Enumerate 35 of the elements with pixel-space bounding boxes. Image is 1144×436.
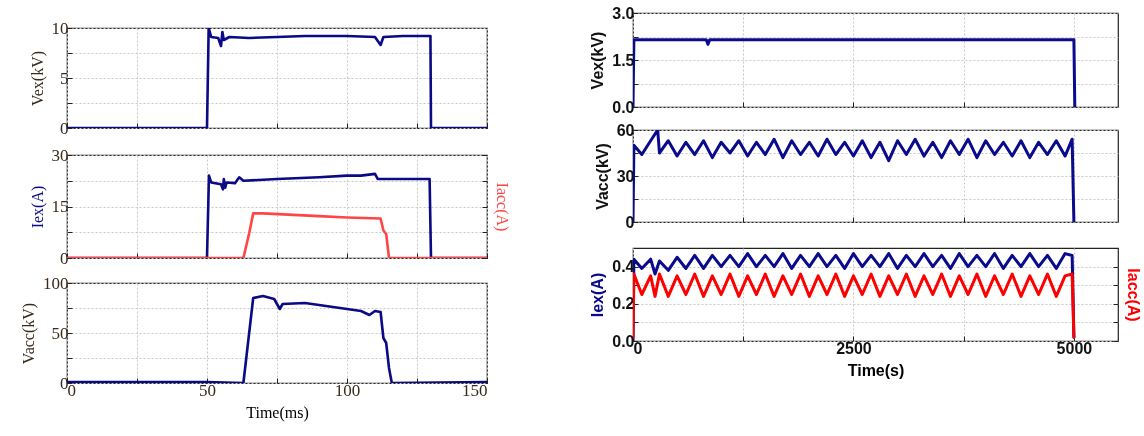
x-tick-label: 150 <box>462 380 488 400</box>
y-tick-label: 0.4 <box>612 258 635 276</box>
y-tick-label: 0 <box>60 118 69 138</box>
y-tick-label: 5 <box>60 68 69 88</box>
y-tick-label: 30 <box>616 167 635 185</box>
y-tick-label: 60 <box>616 121 635 139</box>
line-series <box>67 28 487 128</box>
y-tick-label: 0 <box>60 248 69 268</box>
y-axis-title: Vex(kV) <box>589 31 607 90</box>
y-tick-label: 30 <box>51 145 69 165</box>
y-axis-title: Iex(A) <box>589 272 607 318</box>
y-axis-title: Vex(kV) <box>28 50 47 107</box>
y-tick-label: 0 <box>625 213 635 231</box>
x-tick-label: 50 <box>199 380 216 400</box>
y-tick-label: 1.5 <box>612 51 635 69</box>
y-tick-label: 100 <box>43 273 69 293</box>
y-axis-title: Vacc(kV) <box>593 143 611 210</box>
y-tick-label: 50 <box>51 323 69 343</box>
y2-axis-title: Iacc(A) <box>1125 268 1142 322</box>
y-axis-title: Vacc(kV) <box>20 302 38 365</box>
x-axis-title: Time(ms) <box>246 403 309 422</box>
x-tick-label: 2500 <box>836 339 872 357</box>
y-tick-label: 0.0 <box>612 98 635 116</box>
y2-axis-title: Iacc(A) <box>493 182 511 232</box>
line-series <box>633 272 1076 339</box>
x-axis-title: Time(s) <box>847 361 905 379</box>
x-tick-label: 100 <box>334 380 361 400</box>
line-series <box>633 130 1076 222</box>
y-tick-label: 10 <box>51 18 69 38</box>
y-tick-label: 0.2 <box>612 295 635 313</box>
y-axis-title: Iex(A) <box>28 185 47 229</box>
y-tick-label: 3.0 <box>612 4 635 22</box>
y-tick-label: 15 <box>51 197 69 216</box>
y-tick-label: 0.0 <box>612 332 635 350</box>
x-tick-label: 5000 <box>1056 339 1093 357</box>
